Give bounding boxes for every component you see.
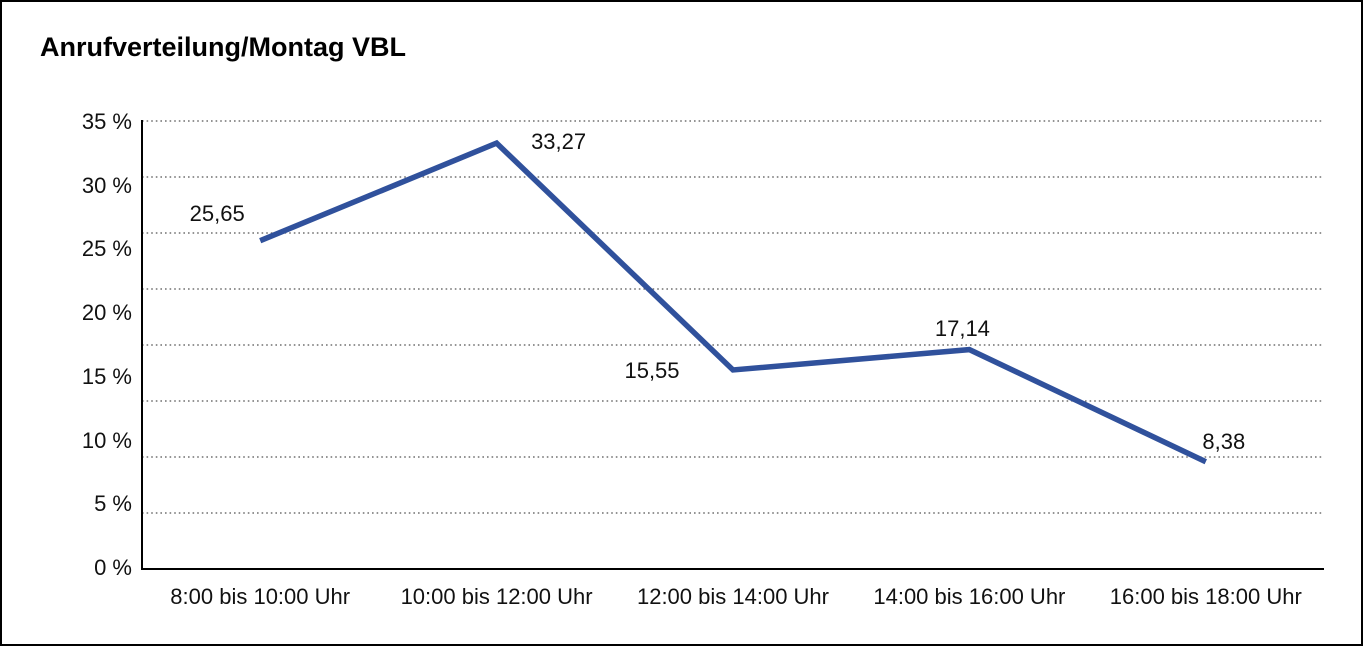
data-point-label: 17,14: [934, 315, 990, 341]
chart-title: Anrufverteilung/Montag VBL: [40, 32, 406, 62]
y-axis-tick-label: 15 %: [81, 363, 132, 389]
x-axis-category-label: 8:00 bis 10:00 Uhr: [170, 584, 351, 609]
y-axis-tick-label: 25 %: [81, 236, 132, 262]
y-axis-tick-label: 0 %: [94, 555, 132, 580]
data-point-label: 15,55: [624, 357, 680, 383]
data-point-label: 33,27: [531, 129, 587, 155]
x-axis-category-label: 10:00 bis 12:00 Uhr: [400, 584, 593, 609]
data-series-line: [259, 139, 1207, 465]
y-axis-tick-label: 30 %: [81, 172, 132, 198]
y-axis-tick-label: 20 %: [81, 300, 132, 326]
x-axis-category-label: 16:00 bis 18:00 Uhr: [1109, 584, 1302, 609]
data-point-label: 25,65: [189, 200, 245, 226]
y-axis-tick-label: 5 %: [94, 491, 132, 517]
y-axis-tick-label: 35 %: [81, 109, 132, 134]
data-point-label: 8,38: [1202, 428, 1246, 454]
y-axis-tick-label: 10 %: [81, 427, 132, 453]
x-axis-category-label: 14:00 bis 16:00 Uhr: [873, 584, 1066, 609]
x-axis-category-label: 12:00 bis 14:00 Uhr: [636, 584, 829, 609]
